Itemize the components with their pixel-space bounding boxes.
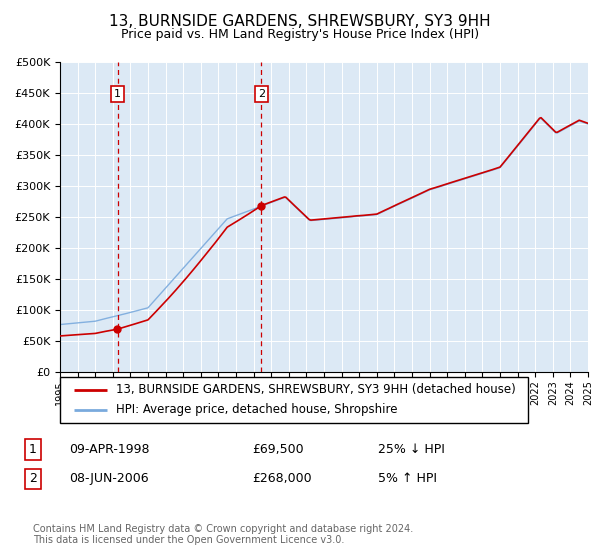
Text: 2: 2: [258, 89, 265, 99]
Text: 25% ↓ HPI: 25% ↓ HPI: [378, 443, 445, 456]
Text: 09-APR-1998: 09-APR-1998: [69, 443, 149, 456]
Text: 2: 2: [29, 472, 37, 486]
Text: 1: 1: [29, 443, 37, 456]
Text: £268,000: £268,000: [252, 472, 311, 486]
Text: 13, BURNSIDE GARDENS, SHREWSBURY, SY3 9HH: 13, BURNSIDE GARDENS, SHREWSBURY, SY3 9H…: [109, 14, 491, 29]
Text: 1: 1: [114, 89, 121, 99]
Text: 5% ↑ HPI: 5% ↑ HPI: [378, 472, 437, 486]
Text: HPI: Average price, detached house, Shropshire: HPI: Average price, detached house, Shro…: [116, 403, 398, 417]
Text: 08-JUN-2006: 08-JUN-2006: [69, 472, 149, 486]
Text: 13, BURNSIDE GARDENS, SHREWSBURY, SY3 9HH (detached house): 13, BURNSIDE GARDENS, SHREWSBURY, SY3 9H…: [116, 383, 516, 396]
Text: Price paid vs. HM Land Registry's House Price Index (HPI): Price paid vs. HM Land Registry's House …: [121, 28, 479, 41]
Text: £69,500: £69,500: [252, 443, 304, 456]
Text: Contains HM Land Registry data © Crown copyright and database right 2024.
This d: Contains HM Land Registry data © Crown c…: [33, 524, 413, 545]
